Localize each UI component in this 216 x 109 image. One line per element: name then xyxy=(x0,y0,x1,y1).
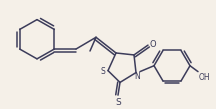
Text: O: O xyxy=(150,40,157,49)
Text: N: N xyxy=(134,72,140,81)
Text: S: S xyxy=(101,67,105,76)
Text: S: S xyxy=(115,98,121,107)
Text: OH: OH xyxy=(199,73,211,82)
